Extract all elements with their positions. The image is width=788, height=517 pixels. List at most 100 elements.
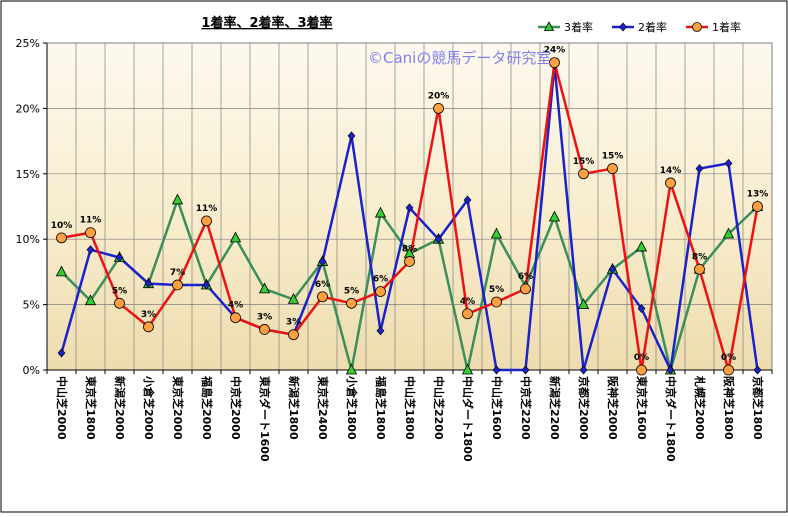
x-tick-label: 阪神芝2000 bbox=[606, 376, 620, 440]
series-1st-point bbox=[259, 324, 270, 335]
legend-1st-label: 1着率 bbox=[712, 20, 741, 34]
data-label: 8% bbox=[692, 252, 707, 262]
series-1st-point bbox=[375, 286, 386, 297]
series-2nd-point bbox=[434, 234, 443, 244]
legend-1st-marker bbox=[692, 22, 702, 32]
y-tick-label: 20% bbox=[16, 102, 40, 115]
series-3rd-point bbox=[577, 298, 590, 310]
data-label: 6% bbox=[518, 272, 533, 282]
series-3rd-point bbox=[84, 294, 97, 306]
series-2nd-point bbox=[666, 365, 675, 375]
series-1st-point bbox=[520, 283, 531, 295]
watermark-text: ©Caniの競馬データ研究室 bbox=[368, 49, 551, 67]
data-label: 7% bbox=[170, 268, 185, 278]
series-2nd-point bbox=[144, 279, 153, 289]
series-2nd-point bbox=[318, 256, 327, 266]
series-3rd-point bbox=[229, 231, 242, 243]
data-label: 3% bbox=[286, 318, 301, 328]
series-2nd-point bbox=[376, 326, 385, 336]
legend-2nd-label: 2着率 bbox=[638, 20, 667, 34]
data-label: 3% bbox=[141, 310, 156, 320]
x-tick-label: 中山芝1800 bbox=[403, 376, 417, 440]
series-1st-point bbox=[665, 177, 676, 189]
legend: 3着率 2着率 1着率 bbox=[538, 20, 741, 34]
data-label: 0% bbox=[634, 353, 649, 363]
data-labels: 10% 11% 5% 3% 7% 11% 4% 3% 3% 6% 5% 6% 8% 20% 4% 5% 6% 24… bbox=[51, 46, 769, 363]
y-tick-label: 15% bbox=[16, 168, 40, 181]
series-1st-point bbox=[636, 364, 647, 376]
data-label: 6% bbox=[373, 275, 388, 285]
x-tick-label: 阪神芝1800 bbox=[722, 376, 736, 440]
series-1st-point bbox=[607, 163, 618, 174]
x-tick-label: 中京ダート1800 bbox=[664, 376, 678, 462]
data-label: 6% bbox=[315, 280, 330, 290]
series-1st-point bbox=[462, 308, 473, 320]
x-tick-label: 中京芝2000 bbox=[229, 376, 243, 440]
legend-2nd-marker bbox=[619, 22, 627, 32]
x-tick-label: 東京芝2400 bbox=[316, 376, 330, 440]
series-1st-point bbox=[549, 57, 560, 69]
series-2nd-point bbox=[695, 164, 704, 174]
data-label: 3% bbox=[257, 312, 272, 322]
series-2nd-point bbox=[86, 245, 95, 255]
series-1st-point bbox=[404, 256, 415, 267]
series-2nd-point bbox=[579, 365, 588, 375]
y-tick-label: 5% bbox=[23, 299, 40, 312]
data-label: 5% bbox=[489, 285, 504, 295]
data-label: 4% bbox=[460, 297, 475, 307]
series-1st-point bbox=[114, 297, 125, 309]
series-1st-point bbox=[288, 329, 299, 341]
series-2nd-point bbox=[608, 264, 617, 274]
x-tick-label: 中山芝1600 bbox=[490, 376, 504, 440]
series-3rd-point bbox=[345, 363, 358, 375]
data-label: 4% bbox=[228, 301, 243, 311]
x-tick-label: 新潟芝1800 bbox=[287, 376, 301, 440]
series-1st-point bbox=[723, 364, 734, 376]
axes: 0% 5% 10% 15% 20% 25% 中山芝2000 東京芝1800 新潟芝2000 小倉芝… bbox=[16, 37, 773, 462]
x-tick-label: 東京芝1600 bbox=[635, 376, 649, 440]
data-label: 15% bbox=[602, 152, 624, 162]
x-tick-label: 中京芝2200 bbox=[519, 376, 533, 440]
series-1st-point bbox=[317, 291, 328, 303]
series-1st-point bbox=[230, 312, 241, 324]
series-1st-point bbox=[752, 201, 763, 212]
chart-title: 1着率、2着率、3着率 bbox=[201, 15, 332, 31]
x-tick-label: 東京ダート1600 bbox=[258, 376, 272, 462]
series-2nd-point bbox=[115, 253, 124, 262]
legend-3rd-marker bbox=[543, 21, 555, 31]
x-tick-label: 新潟芝2000 bbox=[113, 376, 127, 440]
series-3rd-point bbox=[287, 293, 300, 304]
data-label: 11% bbox=[196, 204, 218, 214]
x-tick-label: 京都芝1800 bbox=[751, 376, 765, 440]
series-1st-point bbox=[491, 296, 502, 308]
series-2nd-point bbox=[405, 203, 414, 213]
x-tick-label: 小倉芝2000 bbox=[142, 375, 156, 440]
data-label: 13% bbox=[747, 190, 769, 200]
series-2nd-point bbox=[463, 195, 472, 205]
x-tick-label: 新潟芝2200 bbox=[548, 376, 562, 440]
x-tick-label: 東京芝2000 bbox=[171, 376, 185, 440]
legend-3rd-label: 3着率 bbox=[564, 20, 593, 34]
x-tick-label: 東京芝1800 bbox=[84, 376, 98, 440]
y-tick-label: 0% bbox=[23, 364, 40, 377]
x-tick-label: 小倉芝1800 bbox=[345, 375, 359, 440]
x-tick-label: 京都芝2000 bbox=[577, 376, 591, 440]
series-3rd-point bbox=[374, 206, 387, 218]
series-1st-point bbox=[56, 232, 67, 244]
series-2nd-point bbox=[753, 365, 762, 375]
data-label: 10% bbox=[51, 221, 73, 231]
data-label: 5% bbox=[344, 286, 359, 296]
series-3rd-point bbox=[461, 363, 474, 375]
data-label: 8% bbox=[402, 244, 417, 254]
x-tick-label: 中山芝2200 bbox=[432, 376, 446, 440]
data-label: 5% bbox=[112, 286, 127, 296]
series-3rd-point bbox=[171, 193, 184, 205]
series-2nd-point bbox=[724, 158, 733, 168]
gridlines bbox=[47, 43, 772, 370]
x-tick-label: 中山ダート1800 bbox=[461, 376, 475, 462]
series-2nd-point bbox=[637, 304, 646, 313]
series-3rd-point bbox=[635, 240, 648, 252]
y-tick-label: 10% bbox=[16, 233, 40, 246]
series-3rd-point bbox=[490, 227, 503, 239]
